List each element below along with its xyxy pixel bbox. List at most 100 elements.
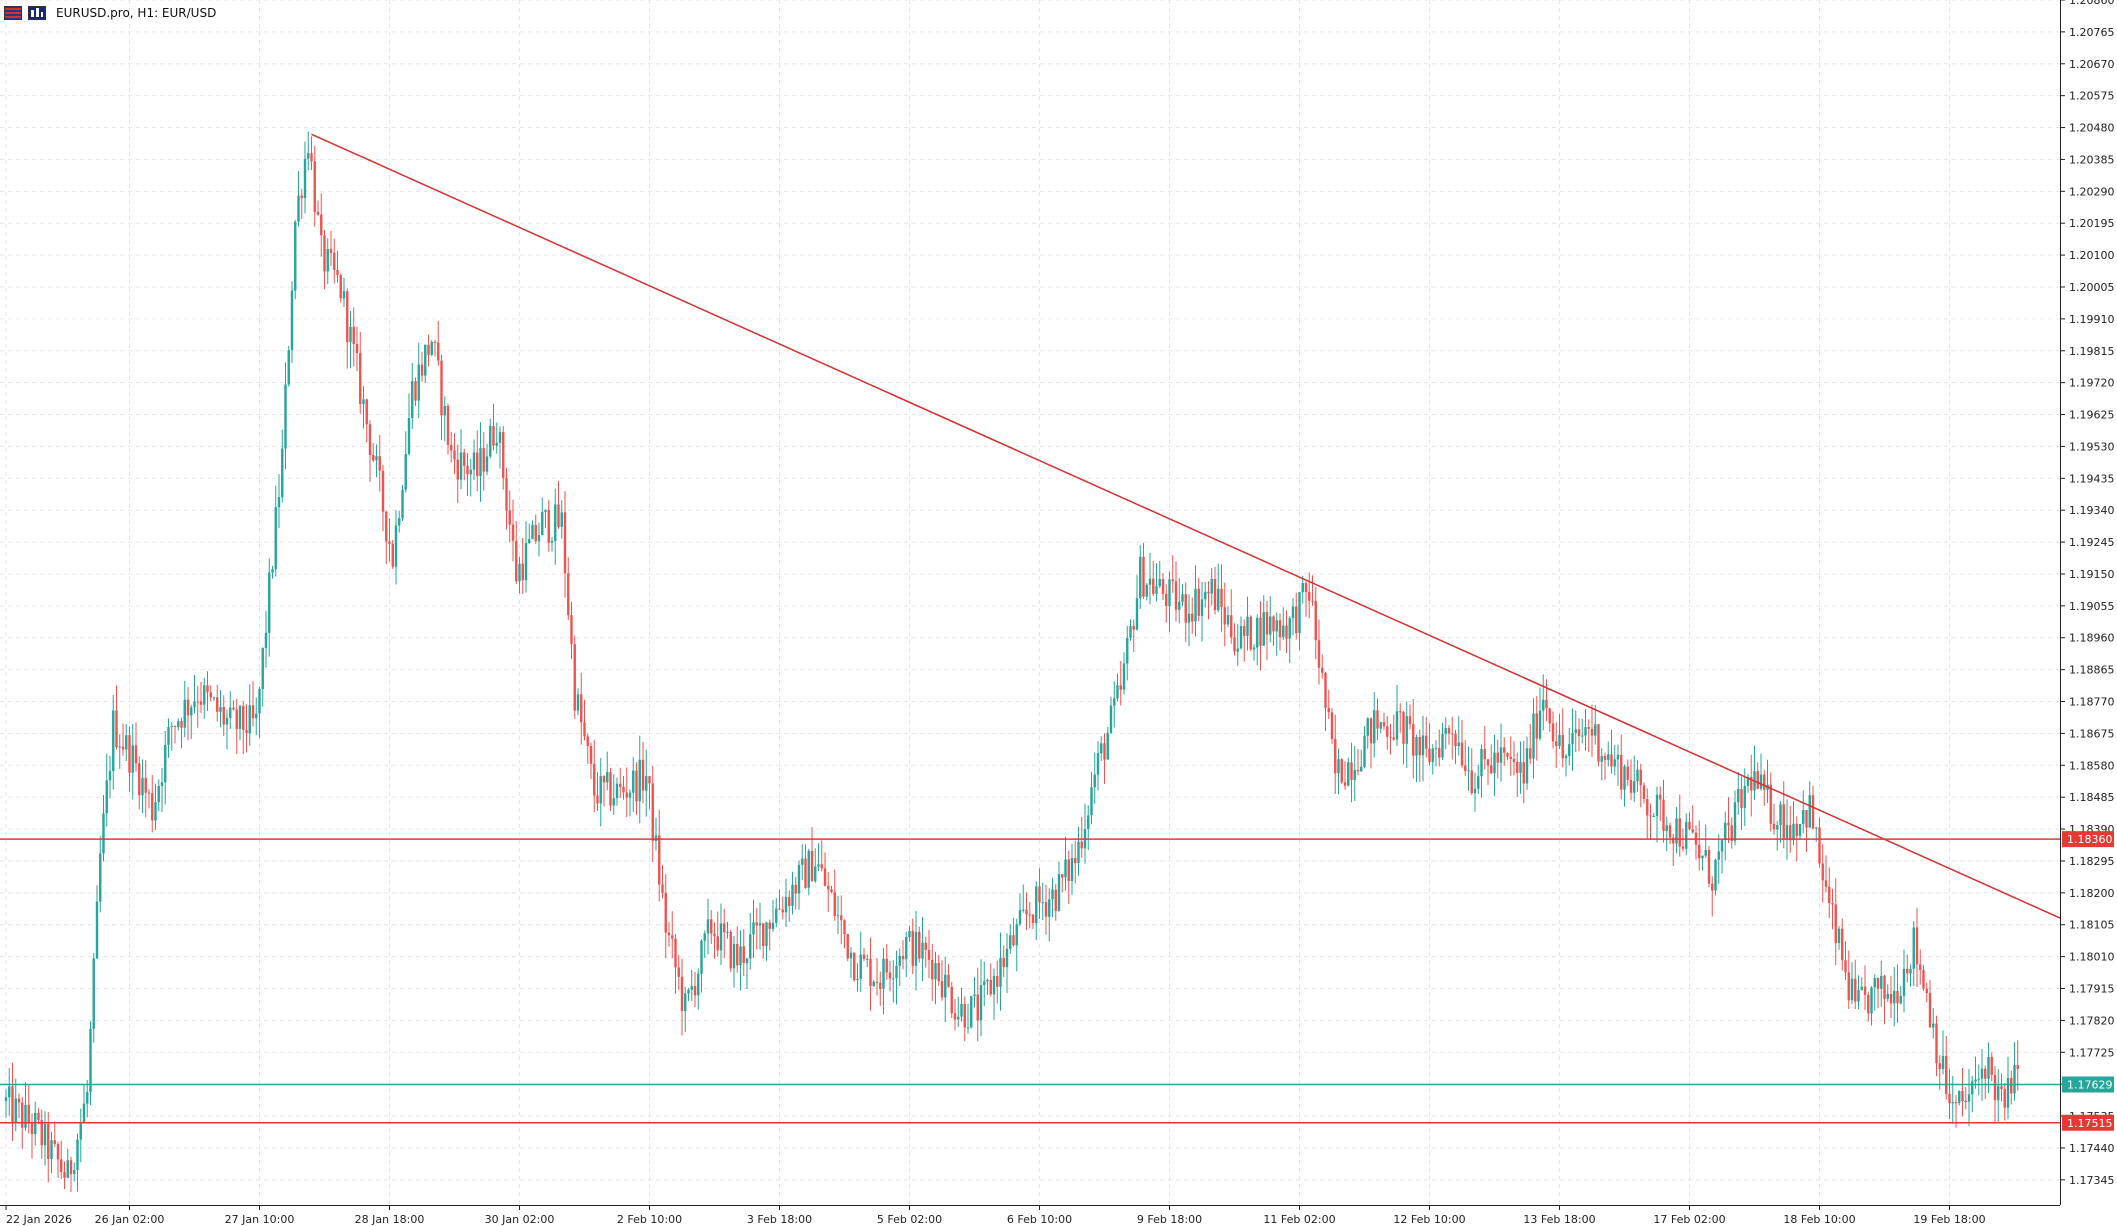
candle — [1516, 752, 1519, 798]
candle — [339, 273, 342, 303]
candle — [804, 844, 807, 889]
candle-body — [1691, 829, 1694, 833]
candle-body — [1889, 993, 1893, 1004]
candle — [1291, 598, 1295, 636]
candle-body — [420, 364, 424, 376]
candle-body — [1675, 818, 1678, 844]
candle-body — [1915, 927, 1919, 965]
candle-body — [1314, 600, 1317, 641]
candle — [1707, 846, 1711, 888]
candle-body — [651, 783, 654, 841]
candle — [710, 910, 713, 945]
candle — [424, 344, 427, 383]
candle-body — [427, 344, 430, 355]
trendline[interactable] — [311, 133, 2061, 919]
candle-body — [1967, 1094, 1971, 1102]
candle — [992, 968, 996, 1020]
candle — [372, 443, 375, 462]
candle-body — [869, 958, 872, 987]
candle — [866, 954, 869, 968]
y-tick-label: 1.18485 — [2069, 791, 2115, 804]
candle — [996, 960, 999, 1004]
candle — [134, 722, 138, 772]
candle-body — [300, 195, 303, 199]
candle-body — [355, 344, 359, 354]
candle — [583, 699, 586, 741]
candle-body — [385, 511, 388, 542]
candle-body — [1389, 736, 1392, 738]
candle — [1103, 733, 1106, 784]
candle — [615, 777, 619, 806]
candle — [703, 930, 706, 958]
candle-body — [1161, 579, 1165, 594]
candle-body — [378, 456, 381, 471]
candle-body — [1217, 588, 1220, 611]
candle — [290, 281, 294, 363]
candle — [528, 523, 531, 545]
candle — [1483, 725, 1486, 770]
candle — [287, 345, 290, 387]
candle-body — [1009, 935, 1012, 949]
candle — [563, 491, 567, 598]
candle-body — [518, 563, 521, 582]
candle — [879, 971, 882, 1006]
candle-body — [401, 489, 404, 519]
candle-body — [1412, 724, 1415, 756]
candle — [216, 684, 219, 722]
candle — [1652, 813, 1655, 818]
candle-body — [1330, 712, 1334, 739]
candle-body — [1165, 593, 1168, 607]
candle — [1730, 817, 1733, 849]
candle-body — [791, 884, 794, 906]
candle — [817, 843, 820, 872]
candle-body — [918, 931, 921, 959]
candle-body — [1369, 718, 1373, 744]
candle — [492, 403, 495, 451]
candle-body — [667, 932, 671, 936]
x-tick-label: 12 Feb 10:00 — [1393, 1213, 1465, 1226]
candle — [1252, 644, 1256, 661]
candle-body — [1759, 774, 1763, 789]
candle-body — [1880, 975, 1883, 989]
candles — [4, 131, 2019, 1193]
candle-body — [498, 432, 502, 443]
candle-body — [703, 933, 706, 941]
candle-body — [1230, 615, 1233, 638]
candle-body — [1145, 584, 1148, 597]
candle-body — [1802, 810, 1805, 824]
candle-body — [1181, 594, 1184, 602]
y-tick-label: 1.17915 — [2069, 983, 2115, 996]
candle-body — [1415, 736, 1418, 756]
candle — [1694, 825, 1698, 860]
candle — [602, 775, 606, 807]
candle — [664, 874, 667, 959]
candle-body — [63, 1172, 66, 1178]
candle — [333, 238, 336, 284]
candle-body — [580, 694, 583, 723]
candle-body — [1048, 899, 1051, 917]
candle-body — [671, 935, 674, 939]
candle — [489, 418, 492, 459]
candle — [654, 817, 658, 851]
candle — [297, 171, 300, 227]
candle — [580, 672, 583, 745]
candle-body — [658, 835, 661, 885]
candle-body — [1473, 788, 1477, 794]
candle-body — [1395, 711, 1399, 740]
candle-body — [879, 982, 882, 989]
candle-body — [797, 864, 801, 894]
candle-body — [1285, 625, 1288, 639]
candle-body — [206, 685, 209, 693]
candle — [1584, 709, 1587, 751]
candle-body — [1005, 948, 1009, 968]
candle-body — [1649, 815, 1652, 817]
candle-body — [641, 759, 645, 791]
candle — [1041, 882, 1044, 921]
candle-body — [388, 541, 391, 544]
candle-body — [1616, 754, 1620, 760]
candle — [63, 1161, 66, 1190]
candle-body — [1119, 685, 1122, 690]
candle-body — [125, 735, 128, 750]
